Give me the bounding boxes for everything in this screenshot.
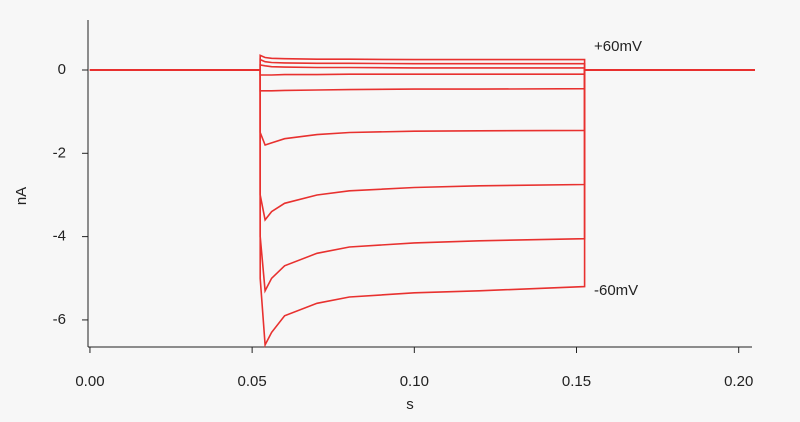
annotation: -60mV bbox=[594, 282, 638, 299]
x-tick-label: 0.05 bbox=[238, 373, 267, 390]
y-tick-label: -4 bbox=[53, 228, 66, 245]
x-tick-label: 0.10 bbox=[400, 373, 429, 390]
trace bbox=[89, 69, 755, 92]
x-tick-label: 0.15 bbox=[562, 373, 591, 390]
trace bbox=[89, 69, 755, 294]
annotation: +60mV bbox=[594, 38, 642, 55]
trace bbox=[89, 69, 755, 222]
x-tick-label: 0.20 bbox=[724, 373, 753, 390]
trace bbox=[89, 69, 755, 146]
trace bbox=[89, 54, 755, 71]
y-axis-label: nA bbox=[13, 187, 30, 205]
trace bbox=[89, 58, 755, 71]
y-tick-label: 0 bbox=[58, 61, 66, 78]
y-tick-label: -6 bbox=[53, 311, 66, 328]
y-tick-label: -2 bbox=[53, 144, 66, 161]
trace bbox=[89, 64, 755, 71]
trace bbox=[89, 69, 755, 348]
x-axis-label: s bbox=[406, 396, 414, 413]
x-tick-label: 0.00 bbox=[75, 373, 104, 390]
